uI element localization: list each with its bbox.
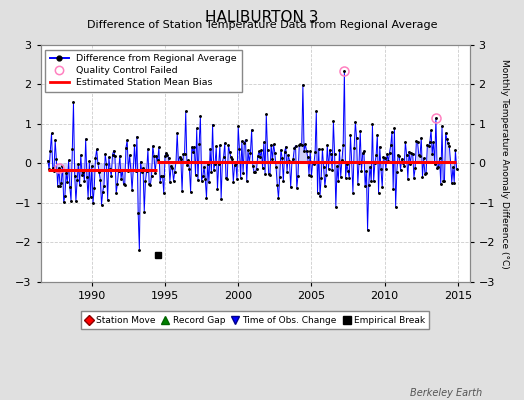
Text: Difference of Station Temperature Data from Regional Average: Difference of Station Temperature Data f… [87, 20, 437, 30]
Text: HALIBURTON 3: HALIBURTON 3 [205, 10, 319, 25]
Text: Berkeley Earth: Berkeley Earth [410, 388, 482, 398]
Y-axis label: Monthly Temperature Anomaly Difference (°C): Monthly Temperature Anomaly Difference (… [500, 58, 509, 268]
Legend: Station Move, Record Gap, Time of Obs. Change, Empirical Break: Station Move, Record Gap, Time of Obs. C… [81, 311, 430, 329]
